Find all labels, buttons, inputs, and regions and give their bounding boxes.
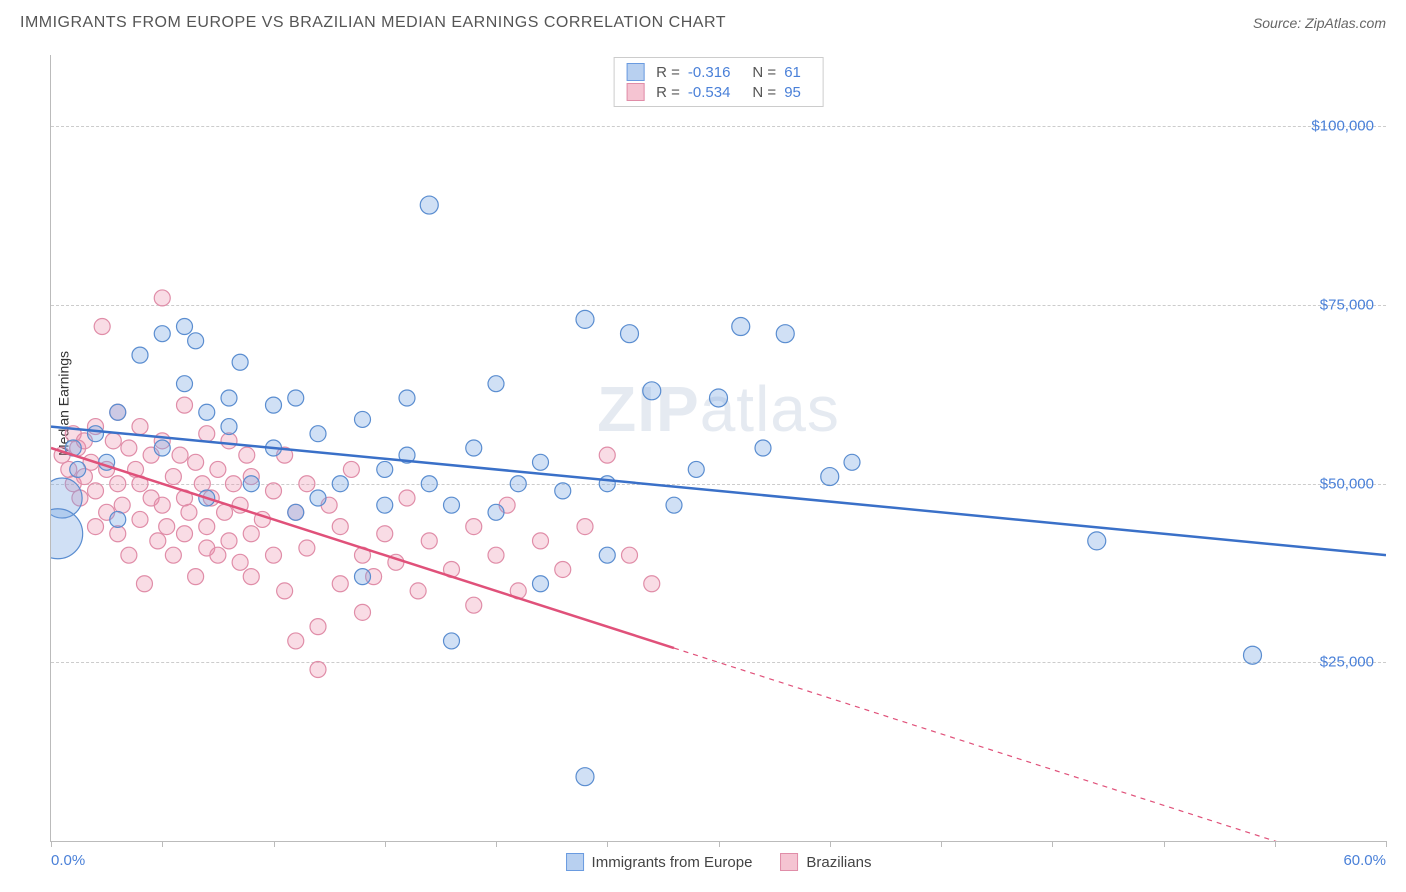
legend-label-europe: Immigrants from Europe xyxy=(592,854,753,871)
r-label: R = xyxy=(656,64,680,81)
chart-plot-area: Median Earnings ZIPatlas R = -0.316 N = … xyxy=(50,55,1386,842)
chart-title: IMMIGRANTS FROM EUROPE VS BRAZILIAN MEDI… xyxy=(20,14,726,32)
r-value-brazil: -0.534 xyxy=(688,84,731,101)
x-max-label: 60.0% xyxy=(1343,852,1386,869)
source-label: Source: ZipAtlas.com xyxy=(1253,15,1386,31)
n-value-europe: 61 xyxy=(784,64,801,81)
legend-row-series1: R = -0.316 N = 61 xyxy=(626,62,811,82)
n-value-brazil: 95 xyxy=(784,84,801,101)
r-label: R = xyxy=(656,84,680,101)
legend-swatch-brazil-icon xyxy=(780,853,798,871)
correlation-legend: R = -0.316 N = 61 R = -0.534 N = 95 xyxy=(613,57,824,107)
legend-swatch-europe xyxy=(626,63,644,81)
series-legend: Immigrants from Europe Brazilians xyxy=(566,853,872,871)
chart-header: IMMIGRANTS FROM EUROPE VS BRAZILIAN MEDI… xyxy=(0,0,1406,45)
r-value-europe: -0.316 xyxy=(688,64,731,81)
scatter-svg xyxy=(51,55,1386,841)
legend-swatch-europe-icon xyxy=(566,853,584,871)
legend-item-brazil: Brazilians xyxy=(780,853,871,871)
legend-row-series2: R = -0.534 N = 95 xyxy=(626,82,811,102)
x-min-label: 0.0% xyxy=(51,852,85,869)
legend-item-europe: Immigrants from Europe xyxy=(566,853,753,871)
n-label: N = xyxy=(752,64,776,81)
legend-swatch-brazil xyxy=(626,83,644,101)
n-label: N = xyxy=(752,84,776,101)
legend-label-brazil: Brazilians xyxy=(806,854,871,871)
